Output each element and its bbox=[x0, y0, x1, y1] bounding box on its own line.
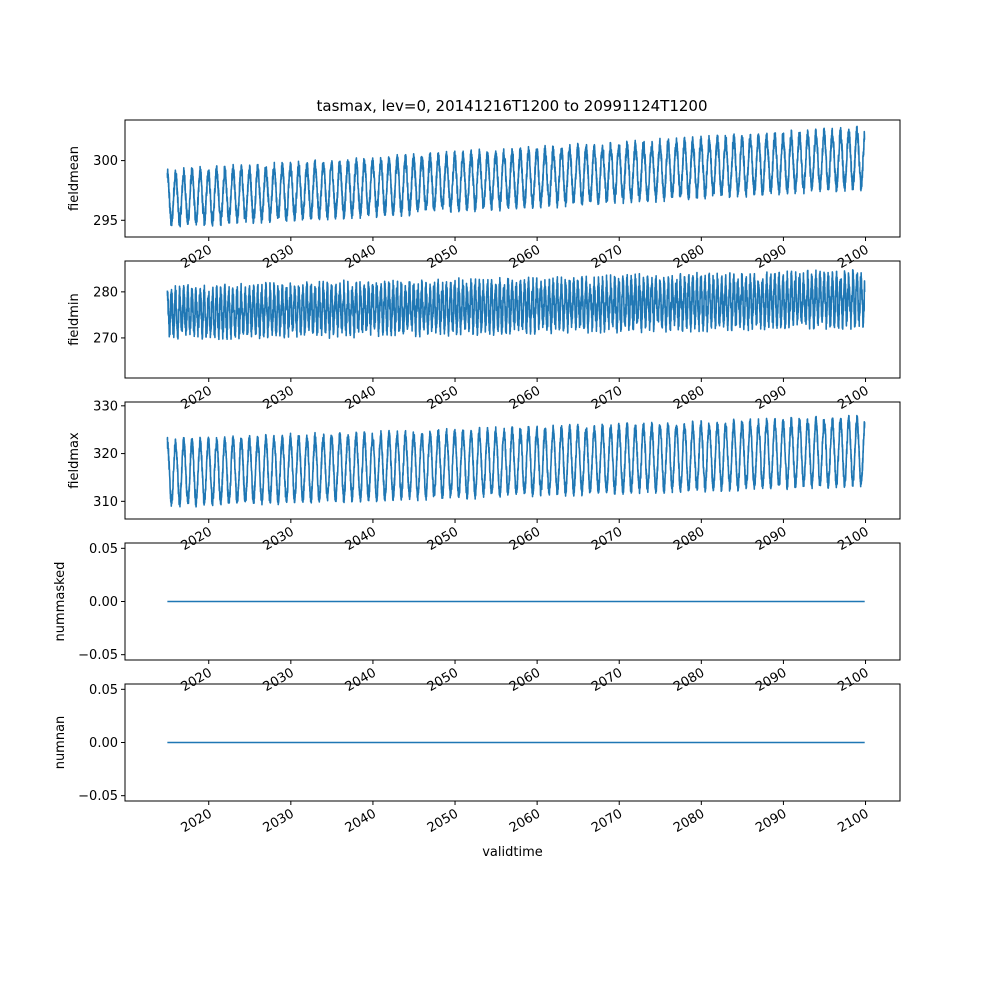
x-tick-label: 2020 bbox=[179, 806, 215, 836]
panel-numnan: −0.05 0.00 0.05 numnan 2020 2030 2040 2050 2060 2… bbox=[53, 683, 901, 860]
plot-frame bbox=[124, 401, 901, 520]
y-tick-label: 330 bbox=[93, 399, 118, 414]
x-tick-label: 2090 bbox=[753, 242, 789, 272]
plot-frame bbox=[124, 119, 901, 238]
x-tick-label: 2100 bbox=[835, 383, 871, 413]
x-tick-label: 2080 bbox=[671, 383, 707, 413]
x-tick-label: 2050 bbox=[425, 524, 461, 554]
y-tick-label: 320 bbox=[93, 447, 118, 462]
y-tick-label: 310 bbox=[93, 495, 118, 510]
y-tick-label: 0.05 bbox=[89, 683, 118, 698]
y-axis-label: numnan bbox=[53, 716, 68, 770]
x-tick-label: 2060 bbox=[507, 665, 543, 695]
x-tick-label: 2070 bbox=[589, 383, 625, 413]
y-tick-label: 295 bbox=[93, 214, 118, 229]
x-tick-label: 2030 bbox=[261, 524, 297, 554]
panel-nummasked: −0.05 0.00 0.05 nummasked 2020 2030 2040 2050 20… bbox=[53, 542, 901, 695]
x-tick-label: 2080 bbox=[671, 806, 707, 836]
x-tick-label: 2050 bbox=[425, 665, 461, 695]
figure-title: tasmax, lev=0, 20141216T1200 to 20991124… bbox=[317, 97, 708, 115]
y-tick-label: 0.05 bbox=[89, 542, 118, 557]
y-tick-label: 300 bbox=[93, 154, 118, 169]
y-axis-label: fieldmean bbox=[67, 146, 82, 211]
x-tick-label: 2100 bbox=[835, 524, 871, 554]
x-tick-label: 2050 bbox=[425, 806, 461, 836]
panel-fieldmean: 295 300 fieldmean 2020 2030 2040 2050 2060 2070 2… bbox=[67, 119, 901, 272]
x-tick-label: 2060 bbox=[507, 806, 543, 836]
x-tick-label: 2050 bbox=[425, 383, 461, 413]
fieldmean-series-line bbox=[166, 125, 866, 228]
x-tick-label: 2070 bbox=[589, 524, 625, 554]
x-tick-label: 2090 bbox=[753, 806, 789, 836]
x-tick-label: 2030 bbox=[261, 242, 297, 272]
x-tick-label: 2060 bbox=[507, 383, 543, 413]
x-tick-label: 2020 bbox=[179, 242, 215, 272]
x-tick-label: 2100 bbox=[835, 665, 871, 695]
x-tick-label: 2080 bbox=[671, 665, 707, 695]
x-tick-label: 2070 bbox=[589, 665, 625, 695]
y-axis-label: fieldmax bbox=[67, 432, 82, 489]
x-tick-label: 2020 bbox=[179, 383, 215, 413]
x-tick-label: 2090 bbox=[753, 665, 789, 695]
y-axis-label: fieldmin bbox=[67, 293, 82, 346]
y-tick-label: 0.00 bbox=[89, 736, 118, 751]
x-tick-label: 2090 bbox=[753, 524, 789, 554]
y-tick-label: −0.05 bbox=[78, 648, 118, 663]
x-tick-label: 2050 bbox=[425, 242, 461, 272]
x-tick-label: 2060 bbox=[507, 242, 543, 272]
x-tick-label: 2040 bbox=[343, 665, 379, 695]
x-tick-label: 2030 bbox=[261, 383, 297, 413]
x-tick-label: 2100 bbox=[835, 242, 871, 272]
x-tick-label: 2040 bbox=[343, 806, 379, 836]
x-tick-label: 2100 bbox=[835, 806, 871, 836]
y-axis-label: nummasked bbox=[53, 562, 68, 642]
y-tick-label: 0.00 bbox=[89, 595, 118, 610]
x-tick-label: 2070 bbox=[589, 806, 625, 836]
panel-fieldmin: 270 280 fieldmin 2020 2030 2040 2050 2060 2070 20… bbox=[67, 260, 901, 413]
x-tick-label: 2030 bbox=[261, 665, 297, 695]
y-tick-label: 270 bbox=[93, 331, 118, 346]
plot-frame bbox=[124, 260, 901, 379]
x-tick-label: 2040 bbox=[343, 524, 379, 554]
x-tick-label: 2070 bbox=[589, 242, 625, 272]
x-tick-label: 2020 bbox=[179, 665, 215, 695]
fieldmin-series-line bbox=[166, 269, 866, 341]
y-tick-label: −0.05 bbox=[78, 789, 118, 804]
x-tick-label: 2040 bbox=[343, 383, 379, 413]
x-tick-label: 2080 bbox=[671, 524, 707, 554]
fieldmax-series-line bbox=[166, 414, 866, 508]
x-tick-label: 2030 bbox=[261, 806, 297, 836]
x-tick-label: 2020 bbox=[179, 524, 215, 554]
x-tick-label: 2090 bbox=[753, 383, 789, 413]
x-tick-label: 2080 bbox=[671, 242, 707, 272]
x-axis-label: validtime bbox=[482, 845, 543, 860]
y-tick-label: 280 bbox=[93, 285, 118, 300]
x-tick-label: 2060 bbox=[507, 524, 543, 554]
panel-fieldmax: 310 320 330 fieldmax 2020 2030 2040 2050 2060 207… bbox=[67, 399, 901, 554]
x-tick-label: 2040 bbox=[343, 242, 379, 272]
